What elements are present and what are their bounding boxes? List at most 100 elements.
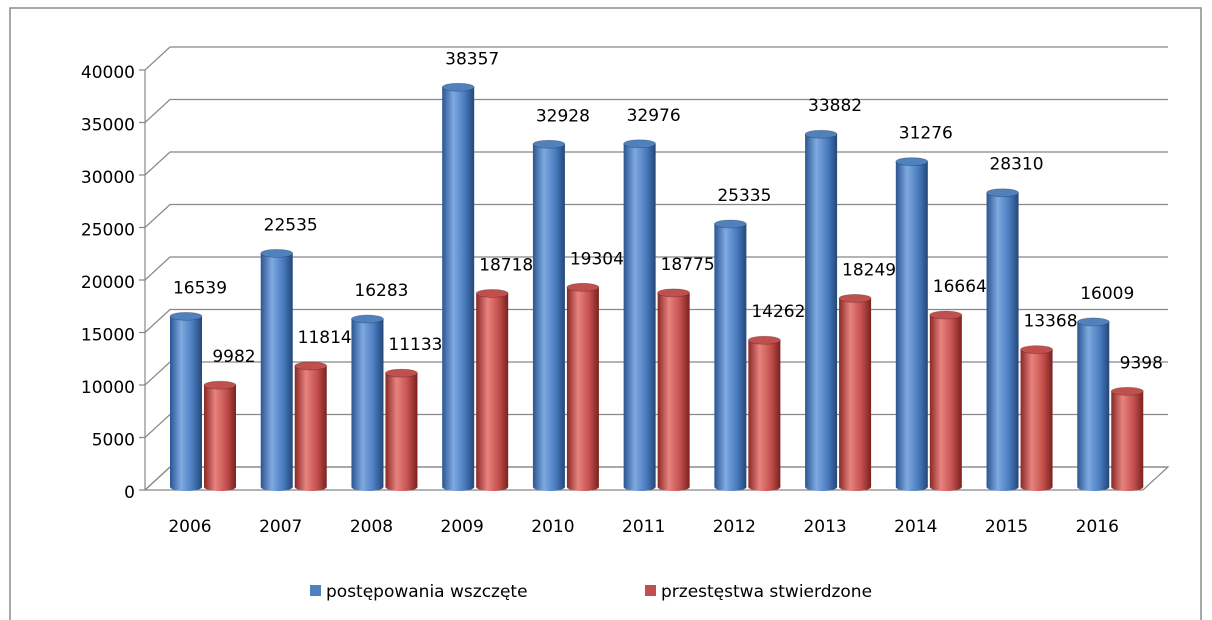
y-tick-label: 15000 (81, 326, 135, 346)
bar (260, 253, 293, 487)
bar-top (1076, 317, 1110, 327)
data-label: 14262 (751, 302, 805, 322)
data-label: 25335 (717, 186, 771, 206)
bar (929, 315, 962, 487)
grid-line (139, 256, 1168, 281)
y-tick-label: 10000 (81, 378, 135, 398)
y-tick-label: 25000 (81, 221, 135, 241)
legend-label: postępowania wszczęte (326, 582, 528, 602)
bar-base (385, 483, 418, 491)
y-tick-label: 0 (124, 483, 135, 503)
bar (385, 373, 418, 487)
y-tick-label: 40000 (81, 63, 135, 83)
data-label: 18249 (842, 260, 896, 280)
grid-line (139, 203, 1168, 229)
bar (839, 298, 872, 487)
bar-top (713, 219, 747, 229)
bar-top (929, 310, 963, 320)
bar-top (385, 368, 418, 378)
bar-base (476, 483, 509, 491)
bar-base (805, 483, 838, 491)
x-tick-label: 2014 (894, 517, 937, 537)
bar (294, 365, 327, 487)
bar (986, 192, 1019, 487)
data-label: 9982 (212, 347, 255, 367)
bar (566, 287, 599, 487)
data-label: 18718 (479, 255, 533, 275)
bar (895, 161, 928, 488)
data-label: 9398 (1120, 353, 1163, 373)
data-label: 38357 (445, 49, 499, 69)
bar-base (170, 483, 202, 491)
bar-top (623, 139, 657, 149)
bar-top (657, 288, 691, 298)
bar (476, 293, 509, 487)
bar-base (623, 483, 656, 491)
data-label: 32976 (627, 106, 681, 126)
data-label: 13368 (1023, 312, 1077, 332)
x-tick-label: 2013 (803, 517, 846, 537)
bar-top (804, 129, 838, 139)
data-label: 16283 (354, 281, 408, 301)
legend-label: przestęstwa stwierdzone (661, 582, 872, 602)
data-label: 19304 (570, 249, 624, 269)
bar-top (747, 335, 781, 345)
bar-base (986, 483, 1019, 491)
bar-base (657, 483, 690, 491)
bar-base (714, 483, 747, 491)
data-label: 28310 (989, 155, 1043, 175)
x-tick-label: 2012 (713, 517, 756, 537)
y-tick-label: 35000 (81, 116, 135, 136)
legend-swatch (310, 585, 321, 596)
bar-top (1110, 386, 1144, 396)
bar-top (260, 248, 294, 258)
legend-swatch (645, 585, 656, 596)
bar-top (294, 361, 328, 371)
data-label: 11814 (298, 328, 352, 348)
bar (805, 134, 838, 487)
data-label: 16664 (933, 277, 987, 297)
bar (623, 143, 656, 487)
bar-base (1020, 483, 1053, 491)
bar-base (895, 483, 928, 491)
bar-top (838, 293, 872, 303)
bar-top (532, 139, 566, 149)
grid-line (139, 46, 1168, 71)
data-label: 32928 (536, 106, 590, 126)
x-tick-label: 2010 (531, 517, 574, 537)
bar-top (895, 157, 929, 167)
data-label: 22535 (264, 215, 318, 235)
bar-base (294, 483, 327, 491)
bar-top (203, 380, 237, 390)
bar-base (1111, 483, 1144, 491)
data-label: 16009 (1080, 284, 1134, 304)
bar (170, 316, 202, 487)
x-tick-label: 2007 (259, 517, 302, 537)
bar-base (204, 483, 236, 491)
x-tick-label: 2006 (168, 517, 211, 537)
data-label: 11133 (388, 335, 442, 355)
bar-base (442, 483, 475, 491)
bar-top (169, 311, 203, 321)
y-tick-label: 20000 (81, 273, 135, 293)
y-tick-label: 5000 (92, 431, 135, 451)
grid-line (139, 151, 1168, 176)
y-tick-label: 30000 (81, 168, 135, 188)
bar-top (566, 282, 600, 292)
bar-top (1020, 345, 1053, 355)
data-label: 16539 (173, 278, 227, 298)
bar (1020, 349, 1053, 487)
bar-base (260, 483, 293, 491)
bar (204, 385, 236, 487)
bar (657, 292, 690, 487)
bar (1111, 391, 1144, 487)
bar-base (748, 483, 781, 491)
x-tick-label: 2011 (622, 517, 665, 537)
x-tick-label: 2015 (985, 517, 1028, 537)
data-label: 18775 (661, 255, 715, 275)
bar (532, 144, 565, 488)
bar-base (532, 483, 565, 491)
bar-top (351, 314, 384, 324)
bar-base (566, 483, 599, 491)
